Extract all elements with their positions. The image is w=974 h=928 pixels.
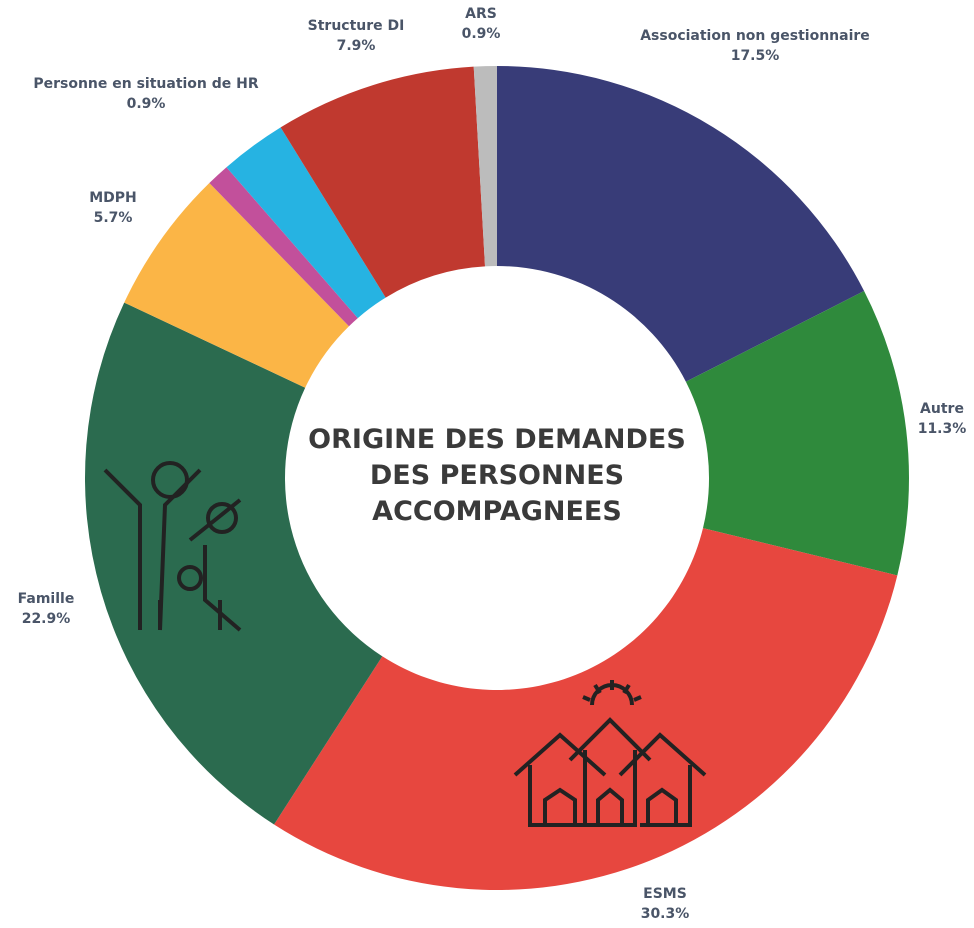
value-label: 5.7%: [94, 210, 133, 226]
value-label: 0.9%: [127, 96, 166, 112]
slice: [274, 528, 898, 890]
slice: [685, 290, 909, 576]
slice-label: Association non gestionnaire: [640, 28, 870, 44]
slice: [209, 167, 358, 327]
slice: [473, 66, 497, 267]
value-label: 11.3%: [918, 421, 967, 437]
slice: [497, 66, 865, 382]
slice-label: ARS: [465, 6, 497, 22]
slice-label: Structure DI: [308, 18, 405, 34]
slice-label: Famille: [18, 591, 75, 607]
slice: [280, 66, 486, 298]
houses-icon: [513, 680, 707, 827]
slice: [124, 183, 349, 388]
value-label: 30.3%: [641, 906, 690, 922]
chart-title: DES PERSONNES: [370, 460, 624, 491]
slices: [85, 66, 909, 890]
value-label: 22.9%: [22, 611, 71, 627]
chart-title: ACCOMPAGNEES: [372, 496, 622, 527]
slice: [85, 302, 383, 825]
family-icon: [103, 461, 242, 632]
value-label: 7.9%: [337, 38, 376, 54]
chart-title: ORIGINE DES DEMANDES: [308, 424, 686, 455]
slice: [226, 127, 386, 319]
value-label: 0.9%: [462, 26, 501, 42]
slice-label: Personne en situation de HR: [33, 76, 259, 92]
slice-label: Autre: [920, 401, 964, 417]
slice-label: MDPH: [89, 190, 137, 206]
slice-label: ESMS: [643, 886, 687, 902]
value-label: 17.5%: [731, 48, 780, 64]
